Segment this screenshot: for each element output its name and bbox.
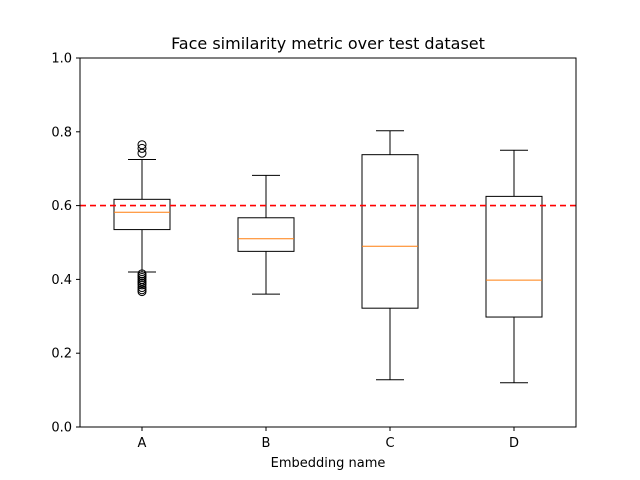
x-tick-label: D [509,436,519,451]
y-tick-label: 0.6 [51,199,72,214]
outlier-point [137,148,147,158]
x-axis-label: Embedding name [271,456,386,471]
iqr-box [113,198,171,231]
x-axis: A B C D [138,427,519,451]
y-tick-label: 0.2 [51,347,72,362]
y-tick-label: 0.4 [51,273,72,288]
x-tick-label: A [138,436,147,451]
plot-area [80,130,576,384]
y-tick-label: 0.8 [51,125,72,140]
iqr-box [237,217,295,252]
plot-frame [79,57,577,428]
x-tick-label: B [262,436,271,451]
box-group-C [361,130,419,381]
box-group-B [237,174,295,295]
y-tick-label: 0.0 [51,421,72,436]
outlier-point [137,283,147,293]
y-tick-label: 1.0 [51,52,72,67]
outlier-point [137,143,147,153]
box-group-A [113,140,171,297]
x-tick-label: C [385,436,394,451]
iqr-box [485,195,543,318]
outlier-point [137,287,147,297]
iqr-box [361,154,419,309]
box-group-D [485,149,543,384]
outlier-point [137,280,147,290]
y-axis: 0.0 0.2 0.4 0.6 0.8 1.0 [51,52,80,436]
chart-title: Face similarity metric over test dataset [171,34,485,53]
